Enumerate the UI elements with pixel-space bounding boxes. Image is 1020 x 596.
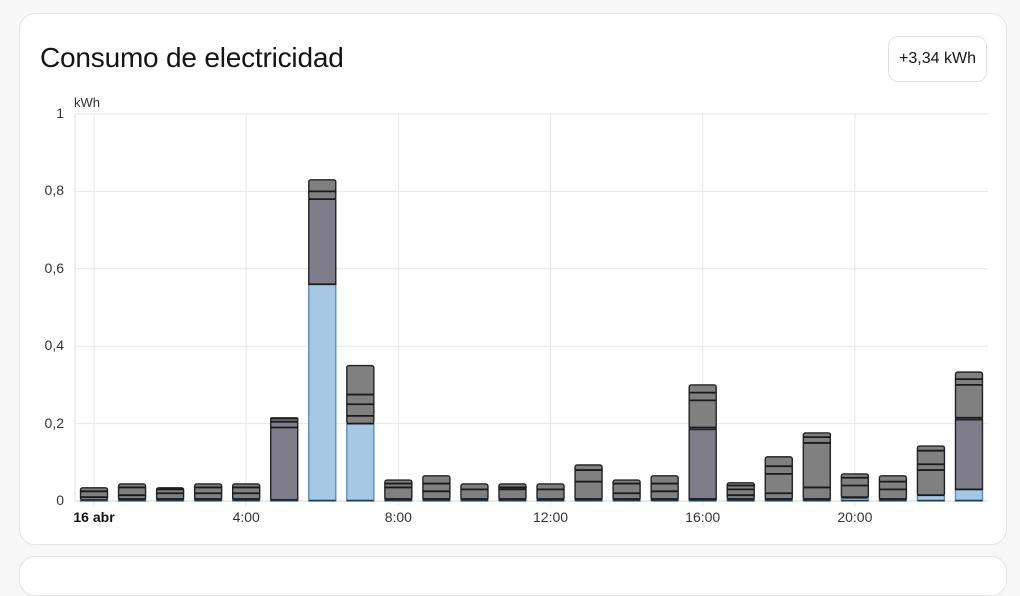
y-tick-label: 0,6: [44, 259, 64, 276]
bar-3:00[interactable]: [193, 483, 223, 502]
x-tick-label: 12:00: [532, 509, 569, 525]
y-tick-label: 0: [56, 492, 64, 508]
bar-14:00[interactable]: [612, 479, 641, 502]
bar-2:00[interactable]: [155, 487, 185, 502]
bar-10:00[interactable]: [460, 483, 489, 502]
bar-19:00[interactable]: [802, 432, 832, 502]
total-consumption-badge[interactable]: +3,34 kWh: [888, 36, 987, 82]
bar-1:00[interactable]: [117, 483, 147, 502]
bar-22:00[interactable]: [916, 445, 946, 502]
bar-11:00[interactable]: [498, 483, 527, 502]
energy-usage-card: Consumo de electricidad +3,34 kWh: [19, 13, 1007, 545]
bar-5:00[interactable]: [270, 417, 299, 502]
x-tick-label: 16 abr: [73, 509, 115, 525]
x-tick-label: 8:00: [384, 509, 412, 525]
bar-7:00[interactable]: [346, 364, 375, 502]
y-tick-label: 0,4: [44, 337, 64, 354]
bar-6:00[interactable]: [308, 179, 337, 502]
y-tick-label: 0,8: [44, 182, 64, 199]
bar-0:00[interactable]: [79, 487, 109, 502]
bar-21:00[interactable]: [878, 475, 908, 502]
y-axis-unit: kWh: [74, 95, 100, 110]
consumption-bar-chart: kWh 0 0,2 0,4 0,6 0,8 1 16 abr 4:00 8:00 12:00 16…: [44, 95, 988, 525]
bar-17:00[interactable]: [726, 482, 755, 502]
x-tick-label: 4:00: [232, 509, 260, 525]
x-tick-label: 16:00: [685, 509, 721, 525]
bar-8:00[interactable]: [384, 479, 413, 502]
next-card: [19, 556, 1007, 596]
chart-plot-area: [74, 113, 988, 507]
bar-18:00[interactable]: [764, 456, 793, 502]
y-tick-label: 1: [56, 105, 64, 121]
bar-20:00[interactable]: [840, 473, 870, 502]
bar-12:00[interactable]: [536, 483, 565, 502]
bar-9:00[interactable]: [422, 475, 451, 502]
y-tick-label: 0,2: [44, 414, 64, 431]
card-title: Consumo de electricidad: [40, 42, 344, 73]
bar-16:00[interactable]: [688, 384, 717, 502]
bar-13:00[interactable]: [574, 464, 603, 502]
bar-4:00[interactable]: [231, 483, 261, 502]
bar-23:00[interactable]: [954, 371, 984, 502]
bar-15:00[interactable]: [650, 475, 679, 502]
x-tick-label: 20:00: [837, 509, 873, 525]
